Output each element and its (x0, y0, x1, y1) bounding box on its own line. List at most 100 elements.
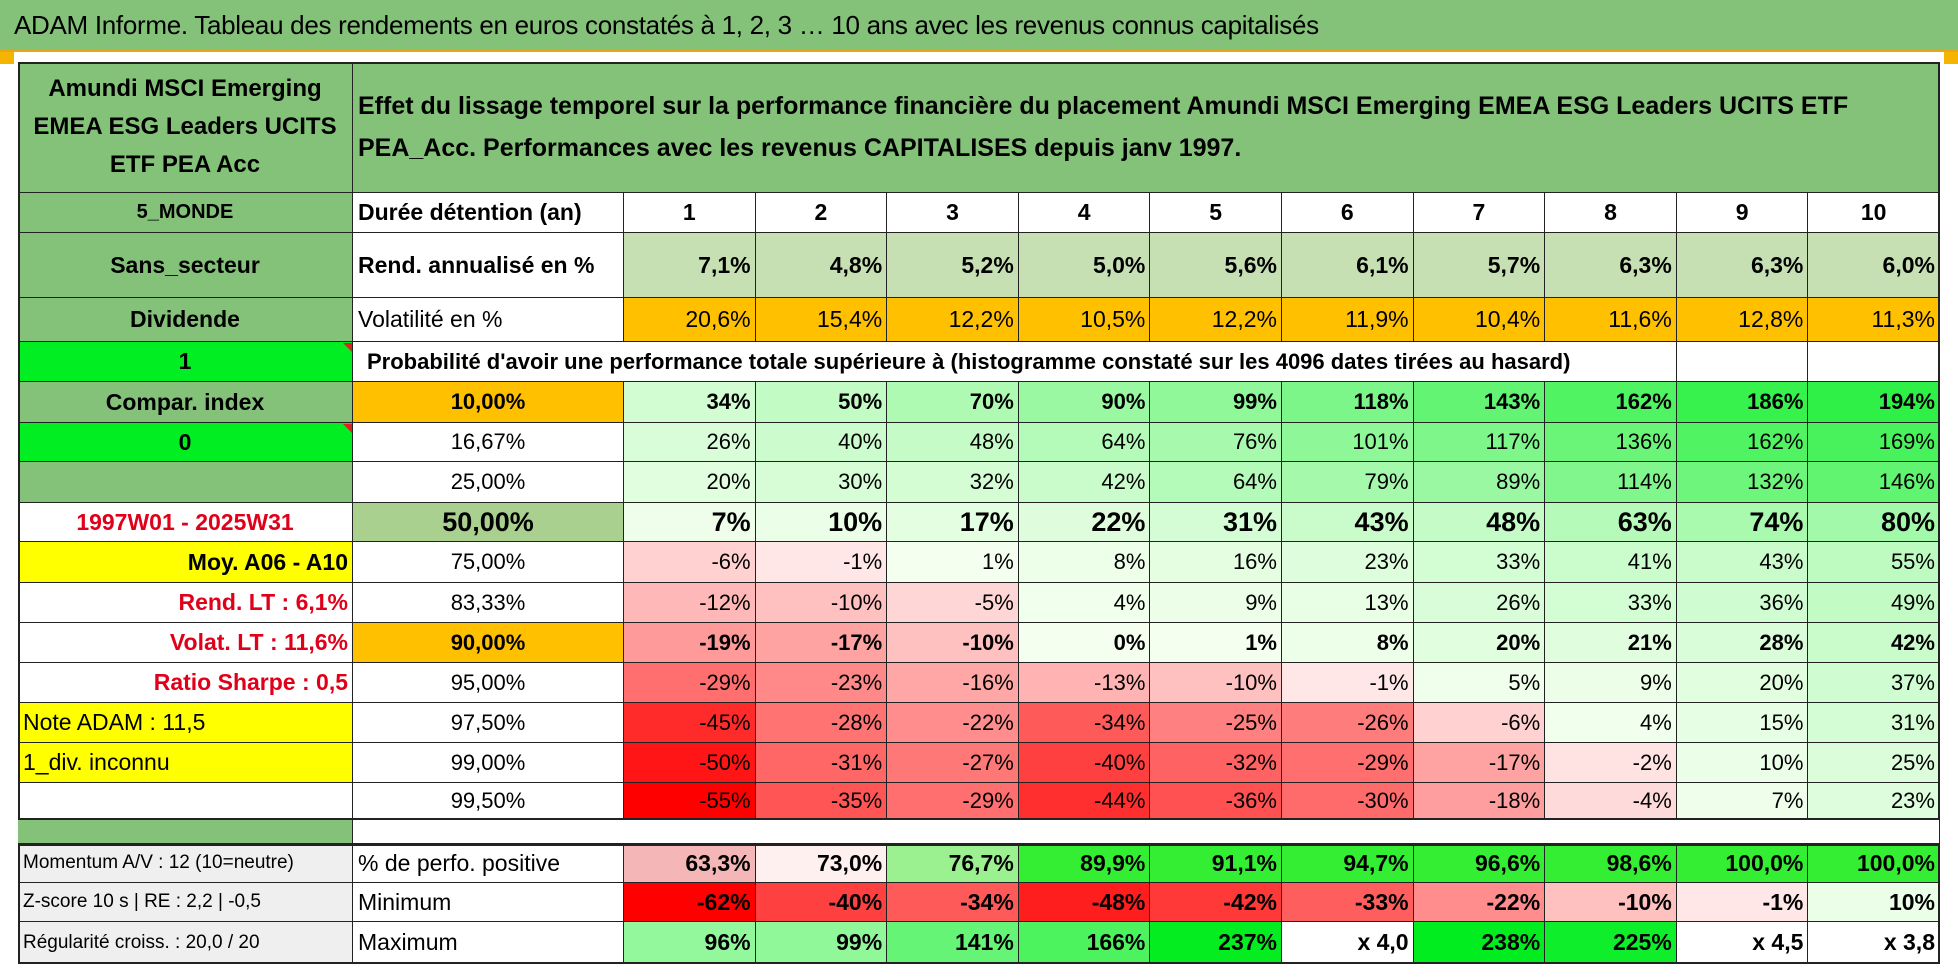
percentile-value[interactable]: 1% (887, 542, 1019, 583)
percentile-label[interactable]: 99,00% (353, 743, 624, 783)
percentile-value[interactable]: -6% (624, 542, 756, 583)
moy-cell[interactable]: Moy. A06 - A10 (18, 542, 353, 583)
percentile-value[interactable]: 42% (1018, 462, 1151, 503)
positive-cell[interactable]: 98,6% (1545, 844, 1677, 883)
vol-cell[interactable]: 10,4% (1413, 298, 1546, 342)
maximum-label[interactable]: Maximum (353, 922, 624, 964)
percentile-value[interactable]: 143% (1413, 382, 1546, 423)
vol-cell[interactable]: 20,6% (624, 298, 756, 342)
percentile-value[interactable]: -44% (1018, 783, 1151, 820)
maximum-cell[interactable]: x 4,5 (1676, 922, 1809, 964)
percentile-value[interactable]: 162% (1545, 382, 1677, 423)
percentile-value[interactable]: 31% (1808, 703, 1940, 743)
percentile-value[interactable]: -30% (1282, 783, 1414, 820)
rend-cell[interactable]: 5,6% (1150, 233, 1282, 298)
positive-cell[interactable]: 91,1% (1150, 844, 1282, 883)
percentile-value[interactable]: 79% (1282, 462, 1414, 503)
percentile-value[interactable]: -22% (887, 703, 1019, 743)
percentile-value[interactable]: 5% (1413, 663, 1546, 703)
positive-cell[interactable]: 100,0% (1808, 844, 1940, 883)
percentile-value[interactable]: 25% (1808, 743, 1940, 783)
percentile-label[interactable]: 75,00% (353, 542, 624, 583)
percentile-value[interactable]: 28% (1676, 623, 1809, 663)
percentile-value[interactable]: 90% (1018, 382, 1151, 423)
percentile-value[interactable]: 13% (1282, 583, 1414, 623)
percentile-value[interactable]: -29% (624, 663, 756, 703)
percentile-value[interactable]: 42% (1808, 623, 1940, 663)
percentile-label[interactable]: 97,50% (353, 703, 624, 743)
percentile-value[interactable]: 30% (755, 462, 888, 503)
rend-lt-cell[interactable]: Rend. LT : 6,1% (18, 583, 353, 623)
percentile-value[interactable]: -40% (1018, 743, 1151, 783)
percentile-value[interactable]: 118% (1282, 382, 1414, 423)
year-header-4[interactable]: 4 (1018, 193, 1151, 233)
minimum-cell[interactable]: -62% (624, 883, 756, 922)
percentile-value[interactable]: 1% (1150, 623, 1282, 663)
positive-cell[interactable]: 76,7% (887, 844, 1019, 883)
percentile-value[interactable]: -26% (1282, 703, 1414, 743)
rend-cell[interactable]: 5,2% (887, 233, 1019, 298)
percentile-value[interactable]: 117% (1413, 423, 1546, 462)
rend-label[interactable]: Rend. annualisé en % (353, 233, 624, 298)
percentile-value[interactable]: -10% (755, 583, 888, 623)
percentile-value[interactable]: 132% (1676, 462, 1809, 503)
maximum-cell[interactable]: x 3,8 (1808, 922, 1940, 964)
percentile-value[interactable]: -10% (887, 623, 1019, 663)
percentile-value[interactable]: 74% (1676, 503, 1809, 542)
minimum-cell[interactable]: -40% (755, 883, 888, 922)
percentile-value[interactable]: 41% (1545, 542, 1677, 583)
percentile-value[interactable]: 0% (1018, 623, 1151, 663)
percentile-value[interactable]: 114% (1545, 462, 1677, 503)
rend-cell[interactable]: 7,1% (624, 233, 756, 298)
empty-cell[interactable] (1676, 342, 1809, 382)
percentile-value[interactable]: 7% (1676, 783, 1809, 820)
percentile-value[interactable]: -6% (1413, 703, 1546, 743)
percentile-value[interactable]: -28% (755, 703, 888, 743)
empty-side-cell[interactable] (18, 783, 353, 820)
minimum-cell[interactable]: -42% (1150, 883, 1282, 922)
note-cell[interactable]: Note ADAM : 11,5 (18, 703, 353, 743)
percentile-value[interactable]: 10% (1676, 743, 1809, 783)
percentile-value[interactable]: -45% (624, 703, 756, 743)
percentile-value[interactable]: 17% (887, 503, 1019, 542)
sharpe-cell[interactable]: Ratio Sharpe : 0,5 (18, 663, 353, 703)
gap-side-cell[interactable] (18, 820, 353, 844)
positive-cell[interactable]: 94,7% (1282, 844, 1414, 883)
percentile-value[interactable]: 36% (1676, 583, 1809, 623)
vol-cell[interactable]: 11,3% (1808, 298, 1940, 342)
percentile-value[interactable]: 99% (1150, 382, 1282, 423)
percentile-value[interactable]: 48% (1413, 503, 1546, 542)
year-header-1[interactable]: 1 (624, 193, 756, 233)
percentile-value[interactable]: 33% (1413, 542, 1546, 583)
gap-row[interactable] (353, 820, 1940, 844)
percentile-value[interactable]: 80% (1808, 503, 1940, 542)
percentile-value[interactable]: 64% (1150, 462, 1282, 503)
empty-cell[interactable] (1808, 342, 1940, 382)
rend-cell[interactable]: 6,3% (1676, 233, 1809, 298)
percentile-value[interactable]: 89% (1413, 462, 1546, 503)
percentile-value[interactable]: -31% (755, 743, 888, 783)
percentile-label[interactable]: 95,00% (353, 663, 624, 703)
minimum-cell[interactable]: -1% (1676, 883, 1809, 922)
dividend-value-cell[interactable]: 1 (18, 342, 353, 382)
minimum-cell[interactable]: 10% (1808, 883, 1940, 922)
positive-cell[interactable]: 73,0% (755, 844, 888, 883)
percentile-value[interactable]: -23% (755, 663, 888, 703)
percentile-value[interactable]: 22% (1018, 503, 1151, 542)
percentile-value[interactable]: 32% (887, 462, 1019, 503)
percentile-value[interactable]: 37% (1808, 663, 1940, 703)
percentile-value[interactable]: 49% (1808, 583, 1940, 623)
percentile-value[interactable]: 136% (1545, 423, 1677, 462)
percentile-value[interactable]: -34% (1018, 703, 1151, 743)
maximum-cell[interactable]: 99% (755, 922, 888, 964)
zscore-cell[interactable]: Z-score 10 s | RE : 2,2 | -0,5 (18, 883, 353, 922)
percentile-label[interactable]: 10,00% (353, 382, 624, 423)
percentile-label[interactable]: 25,00% (353, 462, 624, 503)
vol-cell[interactable]: 12,2% (1150, 298, 1282, 342)
percentile-value[interactable]: 20% (624, 462, 756, 503)
percentile-value[interactable]: 50% (755, 382, 888, 423)
sector-cell[interactable]: Sans_secteur (18, 233, 353, 298)
empty-side-cell[interactable] (18, 462, 353, 503)
percentile-value[interactable]: 33% (1545, 583, 1677, 623)
percentile-value[interactable]: 26% (1413, 583, 1546, 623)
